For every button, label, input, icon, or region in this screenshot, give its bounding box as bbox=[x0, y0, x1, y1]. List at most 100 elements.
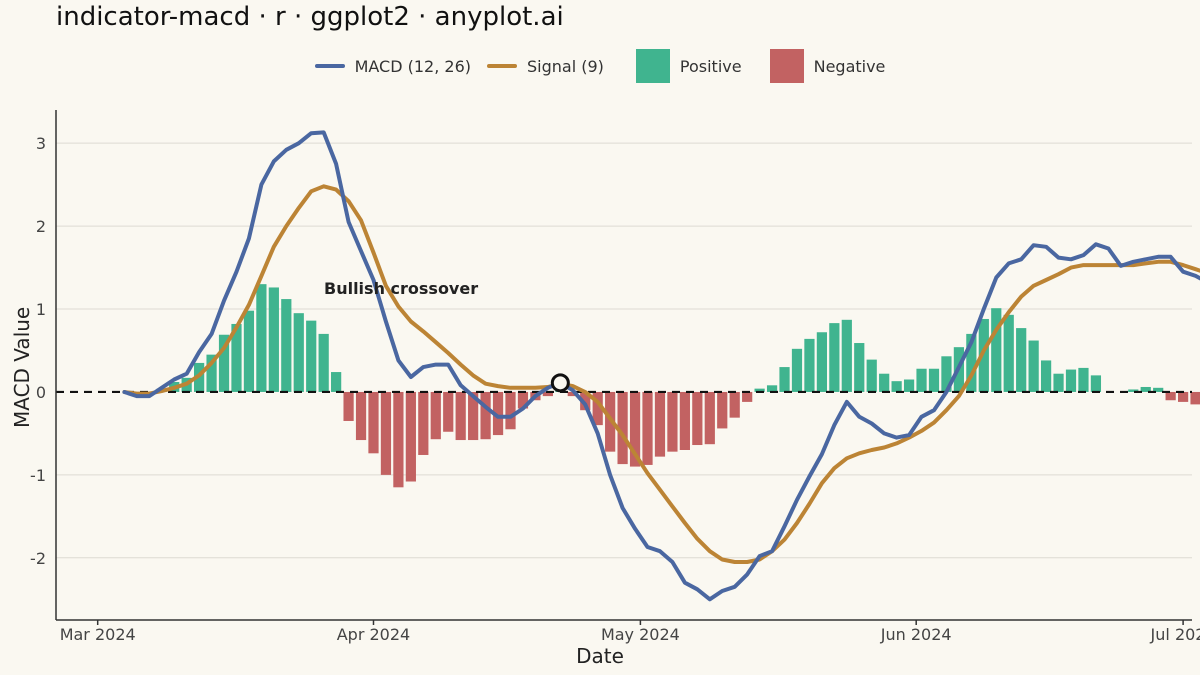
histogram-bar-negative bbox=[617, 391, 628, 465]
y-tick-label: -1 bbox=[30, 466, 46, 485]
histogram-bar-positive bbox=[1016, 328, 1027, 392]
legend-item-positive: Positive bbox=[635, 49, 742, 83]
histogram-bar-positive bbox=[779, 367, 790, 392]
y-tick-label: 2 bbox=[36, 217, 46, 236]
histogram-bar-positive bbox=[928, 368, 940, 392]
histogram-bar-negative bbox=[380, 391, 392, 475]
histogram-bar-positive bbox=[991, 308, 1002, 392]
histogram-bar-positive bbox=[854, 343, 865, 392]
histogram-bar-negative bbox=[343, 391, 354, 421]
histogram-bar-positive bbox=[791, 348, 803, 392]
histogram-bar-positive bbox=[766, 385, 778, 392]
legend-item-negative: Negative bbox=[769, 49, 886, 83]
histogram-bar-positive bbox=[903, 379, 915, 392]
histogram-bar-negative bbox=[355, 391, 367, 441]
legend-label-signal: Signal (9) bbox=[527, 56, 604, 76]
histogram-bar-positive bbox=[941, 356, 952, 392]
macd-line bbox=[122, 130, 1200, 602]
histogram-bar-negative bbox=[455, 391, 466, 441]
histogram-bar-positive bbox=[866, 359, 877, 392]
histogram-bar-positive bbox=[1040, 360, 1052, 392]
x-tick-label: Mar 2024 bbox=[60, 625, 136, 644]
histogram-bar-positive bbox=[1065, 369, 1077, 392]
histogram-bar-negative bbox=[443, 391, 454, 432]
histogram-bar-positive bbox=[966, 333, 977, 392]
histogram-bar-negative bbox=[742, 391, 753, 402]
chart-title: indicator-macd · r · ggplot2 · anyplot.a… bbox=[56, 2, 564, 32]
histogram-bar-positive bbox=[293, 313, 304, 392]
histogram-bar-positive bbox=[218, 334, 230, 392]
legend-item-signal: Signal (9) bbox=[487, 57, 604, 76]
histogram-bar-positive bbox=[306, 320, 317, 392]
y-tick-label: 3 bbox=[36, 134, 46, 153]
histogram-bar-negative bbox=[629, 391, 641, 467]
histogram-bar-negative bbox=[729, 391, 740, 418]
histogram-bar-negative bbox=[580, 391, 591, 411]
histogram-bar-negative bbox=[654, 391, 666, 457]
x-tick-label: Jun 2024 bbox=[880, 625, 952, 644]
histogram-bar-positive bbox=[816, 332, 827, 392]
histogram-bar-negative bbox=[393, 391, 404, 488]
x-tick-label: Apr 2024 bbox=[337, 625, 410, 644]
crossover-annotation: Bullish crossover bbox=[324, 279, 478, 298]
histogram-bar-negative bbox=[704, 391, 715, 445]
legend-swatch-positive bbox=[635, 49, 670, 83]
x-tick-label: May 2024 bbox=[601, 625, 680, 644]
x-axis-label: Date bbox=[576, 644, 624, 668]
histogram-bar-negative bbox=[567, 391, 578, 397]
histogram-bar-negative bbox=[468, 391, 479, 441]
histogram-bar-negative bbox=[418, 391, 429, 455]
histogram-bar-negative bbox=[679, 391, 690, 450]
y-tick-label: 1 bbox=[36, 300, 46, 319]
y-tick-label: -2 bbox=[30, 549, 46, 568]
y-axis-label: MACD Value bbox=[10, 306, 34, 428]
histogram-bar-positive bbox=[243, 310, 255, 392]
legend-item-macd: MACD (12, 26) bbox=[314, 56, 471, 76]
histogram-bar-negative bbox=[505, 391, 516, 430]
histogram-bar-positive bbox=[231, 323, 242, 392]
histogram-bar-positive bbox=[206, 354, 217, 392]
signal-line bbox=[122, 184, 1200, 564]
histogram-bar-negative bbox=[1190, 391, 1200, 405]
histogram-bar-positive bbox=[1003, 314, 1014, 392]
histogram-bar-negative bbox=[492, 391, 504, 436]
histogram-bar-positive bbox=[879, 373, 890, 392]
histogram-bar-positive bbox=[281, 299, 292, 392]
histogram-bar-negative bbox=[1177, 391, 1189, 402]
histogram-bar-positive bbox=[1128, 389, 1139, 392]
x-tick-label: Jul 2024 bbox=[1150, 625, 1200, 644]
histogram-bar-positive bbox=[754, 388, 765, 392]
legend-label-positive: Positive bbox=[679, 56, 742, 76]
histogram-bar-positive bbox=[1028, 340, 1039, 392]
histogram-bar-negative bbox=[642, 391, 653, 465]
histogram-bar-positive bbox=[829, 323, 840, 392]
legend-label-negative: Negative bbox=[813, 56, 886, 76]
histogram-bar-negative bbox=[517, 391, 529, 409]
histogram-bar-positive bbox=[804, 338, 815, 392]
histogram-bar-positive bbox=[978, 318, 989, 392]
histogram-bar-negative bbox=[480, 391, 491, 440]
histogram-bar-negative bbox=[405, 391, 416, 482]
histogram-bar-negative bbox=[692, 391, 703, 446]
histogram-bar-negative bbox=[717, 391, 728, 429]
histogram-bar-positive bbox=[331, 372, 342, 392]
histogram-bar-positive bbox=[891, 381, 902, 392]
histogram-bar-positive bbox=[1140, 386, 1151, 392]
legend-label-macd: MACD (12, 26) bbox=[354, 56, 471, 76]
histogram-bar-positive bbox=[916, 368, 927, 392]
histogram-bar-negative bbox=[542, 391, 553, 397]
histogram-bar-positive bbox=[1090, 375, 1102, 392]
histogram-bar-positive bbox=[1078, 367, 1089, 392]
histogram-bar-positive bbox=[841, 319, 852, 392]
histogram-bar-positive bbox=[1053, 373, 1064, 392]
legend-swatch-signal bbox=[487, 64, 517, 68]
histogram-bar-positive bbox=[318, 333, 329, 392]
histogram-bar-positive bbox=[268, 287, 279, 392]
legend: MACD (12, 26) Signal (9) Positive Negati… bbox=[0, 49, 1200, 83]
histogram-bar-negative bbox=[592, 391, 603, 426]
legend-swatch-negative bbox=[769, 49, 804, 83]
histogram-bar-positive bbox=[256, 284, 267, 392]
histogram-bar-positive bbox=[1153, 387, 1164, 392]
histogram-bar-negative bbox=[1165, 391, 1176, 401]
